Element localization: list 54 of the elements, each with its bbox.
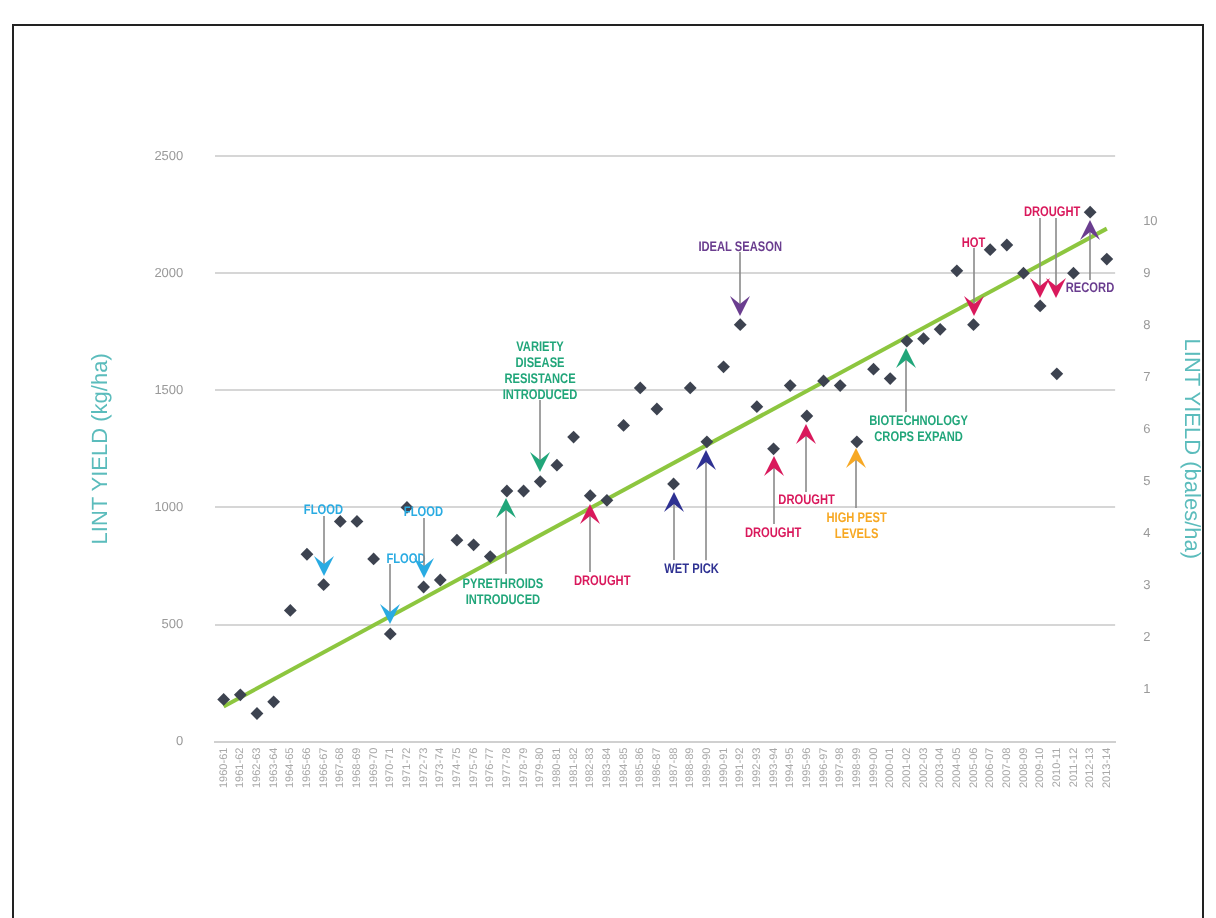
point [567,430,580,444]
point [733,318,747,332]
point [450,533,464,547]
point [767,442,780,456]
point [900,334,914,348]
point [883,372,897,385]
y-axis-title: LINT YIELD (kg/ha) [89,353,114,545]
point [417,580,431,594]
point [433,573,447,587]
point [1000,238,1014,252]
point [267,695,281,709]
point [283,604,297,617]
point [833,379,847,392]
point [350,515,364,528]
point [1067,266,1080,280]
point [1050,367,1064,381]
y2-axis-title: LINT YIELD (bales/ha) [1178,338,1203,560]
point [983,243,997,257]
point [633,381,647,395]
point [717,360,730,374]
point [617,418,630,432]
point [1083,205,1097,219]
point [233,688,247,702]
point [1033,299,1047,313]
point [367,552,381,566]
point [850,435,864,449]
point [600,493,614,507]
point [700,435,714,449]
point [950,264,964,278]
point [333,515,347,528]
point [500,484,514,498]
point [467,538,480,552]
point [1017,266,1030,280]
point [933,322,947,336]
point [917,332,930,346]
point [867,362,880,376]
point [650,402,664,416]
point [783,379,797,392]
point [800,409,814,423]
point [383,627,397,641]
point [550,458,564,472]
point [483,550,497,563]
point [317,578,331,592]
point [517,484,530,498]
point [217,693,231,706]
point [533,475,547,489]
point [683,381,697,395]
point [1100,252,1114,266]
point [667,477,680,491]
point [817,374,830,388]
point [967,318,980,332]
point [750,400,764,414]
point [300,547,314,561]
point [583,489,597,503]
